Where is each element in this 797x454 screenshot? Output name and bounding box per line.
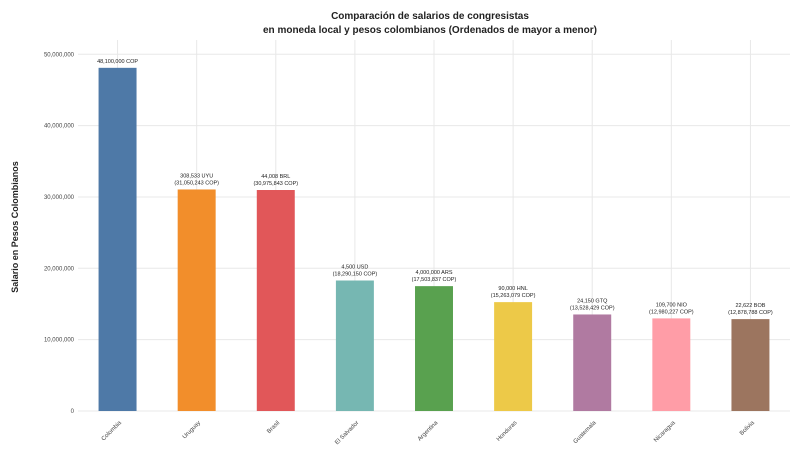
- bar-nicaragua: [652, 318, 691, 411]
- y-tick-label: 10,000,000: [44, 338, 75, 344]
- y-axis-ticks: 0 10,000,000 20,000,000 30,000,000 40,000,00…: [44, 52, 75, 415]
- bar-brasil: [256, 190, 295, 411]
- x-tick-label: Guatemala: [573, 420, 598, 445]
- y-tick-label: 0: [71, 409, 75, 415]
- y-tick-label: 20,000,000: [44, 266, 75, 272]
- data-label: (12,878,788 COP): [728, 310, 773, 316]
- bars: [98, 67, 770, 411]
- chart-subtitle: en moneda local y pesos colombianos (Ord…: [263, 25, 597, 36]
- data-label: (17,503,837 COP): [412, 277, 457, 283]
- data-label: (12,980,227 COP): [649, 309, 694, 315]
- bar-honduras: [494, 302, 533, 411]
- data-label: 308,533 UYU: [180, 173, 213, 179]
- bar-argentina: [415, 286, 453, 411]
- bar-bolivia: [731, 319, 770, 411]
- data-label: (13,528,429 COP): [570, 305, 615, 311]
- bar-colombia: [98, 67, 137, 411]
- data-label: 22,622 BOB: [735, 303, 765, 309]
- data-label: 24,150 GTQ: [577, 298, 608, 304]
- y-tick-label: 40,000,000: [44, 124, 75, 130]
- data-label: (15,263,079 COP): [491, 293, 536, 299]
- bar-uruguay: [177, 189, 216, 411]
- x-tick-label: Bolivia: [739, 420, 756, 437]
- x-tick-label: Brasil: [266, 420, 281, 435]
- x-tick-label: Nicaragua: [653, 420, 677, 444]
- x-tick-label: Argentina: [417, 420, 440, 443]
- data-label: 109,700 NIO: [656, 302, 688, 308]
- bar-el-salvador: [335, 280, 374, 411]
- data-label: (18,290,150 COP): [333, 272, 378, 278]
- y-tick-label: 50,000,000: [44, 52, 75, 58]
- data-labels: 48,100,000 COP 308,533 UYU(31,050,243 COP…: [97, 59, 773, 316]
- data-label: 48,100,000 COP: [97, 59, 138, 65]
- chart-title: Comparación de salarios de congresistas: [331, 11, 529, 22]
- data-label: 4,500 USD: [341, 265, 368, 271]
- data-label: 90,000 HNL: [498, 286, 527, 292]
- bar-guatemala: [573, 314, 612, 411]
- x-tick-label: Uruguay: [182, 420, 202, 440]
- data-label: (30,975,843 COP): [253, 181, 298, 187]
- data-label: (31,050,243 COP): [174, 180, 219, 186]
- x-axis-ticks: Colombia Uruguay Brasil El Salvador Argentin…: [101, 420, 757, 446]
- x-tick-label: Honduras: [496, 420, 519, 443]
- y-tick-label: 30,000,000: [44, 195, 75, 201]
- x-tick-label: Colombia: [101, 420, 124, 443]
- data-label: 4,000,000 ARS: [415, 270, 452, 276]
- y-axis-label: Salario en Pesos Colombianos: [10, 161, 20, 293]
- x-tick-label: El Salvador: [334, 420, 360, 446]
- data-label: 44,008 BRL: [261, 174, 290, 180]
